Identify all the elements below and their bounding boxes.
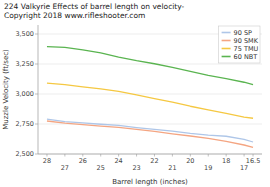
x-axis (38, 154, 262, 155)
x-tick-label: 16.5 (246, 157, 260, 165)
line (47, 83, 253, 118)
x-tick-label: 18 (222, 157, 230, 165)
y-tick (35, 94, 38, 95)
y-tick (35, 64, 38, 65)
y-tick-label: 3,000 (15, 90, 34, 98)
grid-line (38, 154, 262, 155)
chart: 224 Valkyrie Effects of barrel length on… (0, 0, 270, 187)
x-tick (100, 154, 101, 157)
y-tick-label: 2,750 (15, 120, 34, 128)
legend-swatch (222, 40, 231, 42)
legend-swatch (222, 56, 231, 58)
y-tick (35, 34, 38, 35)
y-axis-label: Muzzle Velocity (ft/sec) (2, 49, 10, 130)
x-tick-label: 21 (168, 164, 176, 172)
x-tick-label: 20 (186, 157, 194, 165)
legend-label: 90 SP (234, 29, 252, 37)
x-axis-label: Barrel length (inches) (112, 178, 188, 186)
x-tick-label: 17 (240, 164, 248, 172)
legend-label: 60 NBT (234, 53, 258, 61)
grid-line (38, 64, 262, 65)
y-tick (35, 124, 38, 125)
legend-swatch (222, 48, 231, 50)
y-tick (35, 154, 38, 155)
line (47, 121, 253, 147)
x-tick-label: 22 (150, 157, 158, 165)
x-tick (208, 154, 209, 157)
x-tick-label: 24 (114, 157, 122, 165)
grid-line (38, 94, 262, 95)
title-line: 224 Valkyrie Effects of barrel length on… (4, 2, 185, 11)
legend: 90 SP90 SMK75 TMU60 NBT (219, 26, 260, 63)
x-tick-label: 23 (132, 164, 140, 172)
x-tick-label: 27 (61, 164, 69, 172)
title: 224 Valkyrie Effects of barrel length on… (4, 2, 185, 20)
x-tick-label: 25 (97, 164, 105, 172)
x-tick (64, 154, 65, 157)
y-tick-label: 3,500 (15, 30, 34, 38)
legend-label: 75 TMU (234, 45, 259, 53)
x-tick (172, 154, 173, 157)
title-line: Copyright 2018 www.rifleshooter.com (4, 11, 145, 20)
y-tick-label: 3,250 (15, 60, 34, 68)
x-tick (136, 154, 137, 157)
y-tick-label: 2,500 (15, 150, 34, 158)
legend-box (219, 26, 260, 63)
x-tick-label: 26 (79, 157, 87, 165)
x-tick-label: 28 (43, 157, 51, 165)
x-tick-label: 19 (204, 164, 212, 172)
y-axis (38, 25, 39, 154)
legend-swatch (222, 32, 231, 34)
x-tick (244, 154, 245, 157)
legend-label: 90 SMK (234, 37, 259, 45)
